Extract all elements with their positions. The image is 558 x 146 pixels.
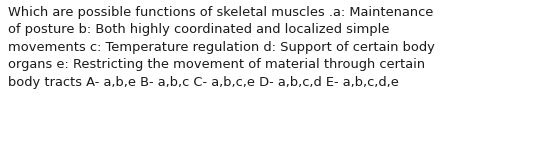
Text: Which are possible functions of skeletal muscles .a: Maintenance
of posture b: B: Which are possible functions of skeletal… (8, 6, 435, 89)
